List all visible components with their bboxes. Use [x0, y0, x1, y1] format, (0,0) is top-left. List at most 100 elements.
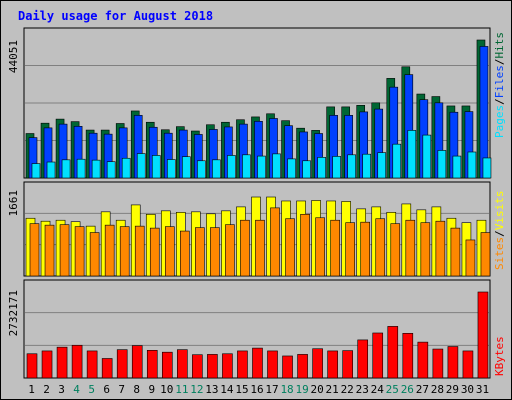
bar-kbytes — [26, 353, 38, 379]
bar-kbytes — [86, 350, 98, 379]
bar-kbytes — [327, 350, 338, 379]
x-tick-label: 16 — [250, 383, 263, 396]
bar-sites — [149, 227, 160, 277]
y-max-label: 1661 — [7, 190, 20, 217]
legend-item: Pages — [493, 105, 506, 138]
x-tick-label: 14 — [220, 383, 234, 396]
x-tick-label: 25 — [386, 383, 399, 396]
bar-kbytes — [161, 351, 173, 379]
x-tick-label: 27 — [416, 383, 429, 396]
bar-pages — [362, 153, 372, 179]
x-tick-label: 19 — [295, 383, 308, 396]
bar-sites — [285, 218, 295, 277]
bar-sites — [59, 224, 70, 277]
legend-item: / — [493, 230, 506, 237]
x-tick-label: 20 — [311, 383, 324, 396]
bar-sites — [375, 218, 386, 277]
x-tick-label: 23 — [356, 383, 369, 396]
x-tick-label: 5 — [88, 383, 95, 396]
bar-pages — [347, 154, 356, 179]
x-tick-label: 11 — [175, 383, 188, 396]
bar-kbytes — [402, 333, 414, 379]
bar-kbytes — [56, 346, 68, 379]
bar-pages — [136, 153, 146, 179]
bar-kbytes — [207, 354, 218, 379]
bar-kbytes — [192, 354, 203, 379]
bar-kbytes — [177, 349, 188, 379]
bar-kbytes — [131, 345, 143, 379]
x-tick-label: 8 — [133, 383, 140, 396]
bar-pages — [302, 160, 311, 179]
bar-pages — [31, 163, 41, 179]
bar-sites — [300, 213, 310, 277]
bar-sites — [74, 226, 85, 277]
bar-pages — [377, 152, 387, 179]
x-tick-label: 12 — [190, 383, 203, 396]
y-max-label: 2732171 — [7, 290, 20, 336]
bar-sites — [480, 232, 491, 277]
bar-sites — [315, 217, 325, 277]
bar-sites — [89, 232, 100, 277]
bar-pages — [182, 156, 191, 179]
bar-kbytes — [297, 354, 308, 379]
x-tick-label: 9 — [148, 383, 155, 396]
bar-sites — [240, 219, 250, 277]
bar-pages — [212, 159, 221, 179]
bar-kbytes — [372, 332, 384, 379]
bar-sites — [420, 222, 431, 277]
bar-kbytes — [417, 341, 429, 379]
bar-pages — [287, 158, 296, 179]
bar-kbytes — [447, 346, 459, 379]
bar-sites — [210, 227, 220, 277]
x-tick-label: 13 — [205, 383, 218, 396]
legend-hits-files-pages: Pages/Files/Hits — [493, 32, 506, 138]
bar-sites — [134, 225, 145, 277]
legend-item: Hits — [493, 32, 506, 59]
x-tick-label: 2 — [43, 383, 50, 396]
bar-pages — [407, 130, 417, 179]
x-tick-label: 18 — [280, 383, 293, 396]
x-tick-label: 10 — [160, 383, 173, 396]
bar-sites — [360, 221, 371, 277]
bar-sites — [345, 222, 355, 277]
bar-sites — [119, 226, 130, 277]
bar-kbytes — [101, 358, 113, 379]
bar-kbytes — [222, 353, 233, 379]
bar-kbytes — [71, 344, 83, 379]
bar-pages — [242, 154, 251, 179]
bar-pages — [422, 134, 432, 179]
legend-item: / — [493, 98, 506, 105]
x-tick-label: 28 — [431, 383, 444, 396]
y-max-label: 44051 — [7, 40, 20, 73]
bar-kbytes — [312, 348, 323, 379]
bar-sites — [44, 224, 55, 277]
bar-pages — [482, 157, 492, 179]
bar-sites — [29, 223, 40, 277]
bar-pages — [452, 155, 462, 179]
x-tick-label: 21 — [326, 383, 339, 396]
x-tick-label: 17 — [265, 383, 278, 396]
bar-sites — [435, 220, 446, 277]
bar-kbytes — [282, 355, 293, 379]
bar-sites — [104, 224, 115, 277]
bar-sites — [195, 227, 205, 277]
legend-item: Visits — [493, 191, 506, 231]
bar-pages — [197, 160, 206, 179]
bar-kbytes — [237, 350, 248, 379]
x-tick-label: 26 — [401, 383, 414, 396]
x-tick-label: 6 — [103, 383, 110, 396]
x-tick-label: 3 — [58, 383, 65, 396]
x-tick-label: 30 — [461, 383, 474, 396]
bar-pages — [392, 143, 402, 179]
legend-item: Sites — [493, 237, 506, 270]
bar-sites — [405, 219, 416, 277]
bar-pages — [317, 157, 326, 179]
legend-item: KBytes — [493, 336, 506, 376]
bar-pages — [76, 158, 86, 179]
x-tick-label: 15 — [235, 383, 248, 396]
bar-pages — [46, 161, 56, 179]
bar-sites — [330, 219, 340, 277]
bar-sites — [390, 223, 401, 277]
bar-pages — [121, 157, 131, 179]
bar-kbytes — [41, 350, 53, 379]
